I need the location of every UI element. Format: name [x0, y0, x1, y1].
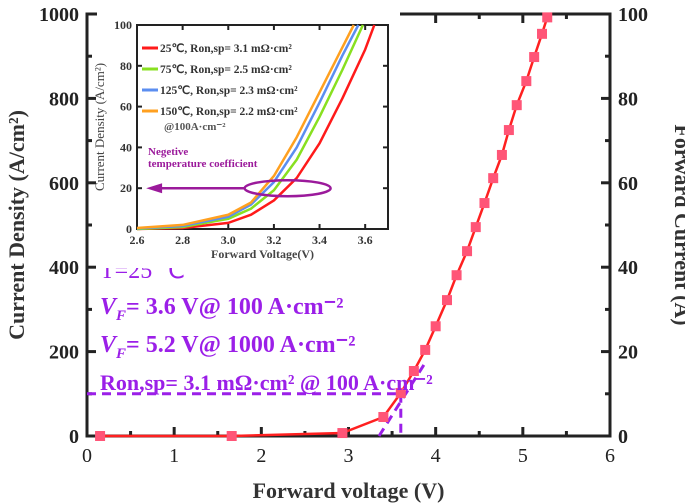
- inset-x-tick-label: 2.6: [130, 233, 145, 247]
- y2-tick-label: 20: [618, 342, 638, 364]
- data-point: [470, 222, 481, 233]
- inset-y-tick-label: 60: [120, 100, 132, 114]
- x-tick-label: 5: [518, 445, 528, 467]
- data-point: [537, 28, 548, 39]
- inset-chart: 2.6 2.8 3.0 3.2 3.4 3.6 0 20 40 60 80 100 Forward Vo…: [92, 10, 400, 268]
- data-point: [378, 412, 389, 423]
- inset-y-tick-label: 100: [114, 18, 132, 32]
- data-point: [462, 246, 473, 257]
- inset-annotation-line1: Negetive: [148, 146, 188, 158]
- data-point: [226, 431, 237, 441]
- inset-series-line: [136, 24, 360, 230]
- data-point: [503, 125, 514, 136]
- inset-x-tick-label: 3.0: [221, 233, 236, 247]
- data-point: [529, 52, 540, 63]
- x-tick-label: 0: [82, 445, 92, 467]
- y2-tick-label: 100: [618, 4, 648, 26]
- data-point: [479, 198, 490, 209]
- y-axis-label: Current Density (A/cm²): [4, 110, 29, 340]
- y-tick-label: 600: [49, 173, 79, 195]
- y2-tick-label: 80: [618, 88, 638, 110]
- inset-legend-label: 125℃, Ron,sp= 2.3 mΩ·cm²: [160, 84, 298, 97]
- inset-annotation-line2: temperature coefficient: [148, 158, 258, 170]
- inset-y-tick-label: 80: [120, 59, 132, 73]
- data-point: [521, 76, 532, 87]
- x-tick-label: 2: [256, 445, 266, 467]
- data-point: [95, 431, 106, 441]
- annotation-vf-1000: VF= 5.2 V@ 1000 A·cm⁻²: [100, 332, 355, 362]
- annotation-vf-100: VF= 3.6 V@ 100 A·cm⁻²: [100, 294, 343, 324]
- y2-tick-label: 0: [618, 426, 628, 448]
- y-tick-label: 800: [49, 88, 79, 110]
- y2-axis-label: Forward Current (A): [670, 124, 685, 325]
- y2-tick-label: 60: [618, 173, 638, 195]
- data-point: [337, 428, 348, 439]
- inset-arrow-head: [146, 183, 163, 194]
- inset-ellipse: [243, 178, 332, 198]
- y-tick-label: 0: [69, 426, 79, 448]
- inset-legend-label: 150℃, Ron,sp= 2.2 mΩ·cm²: [160, 105, 298, 118]
- y-tick-label: 400: [49, 257, 79, 279]
- inset-x-tick-label: 3.4: [312, 233, 327, 247]
- x-tick-label: 1: [169, 445, 179, 467]
- inset-y-tick-label: 20: [120, 181, 132, 195]
- inset-y-tick-label: 0: [126, 222, 132, 236]
- data-point: [395, 387, 406, 398]
- y-tick-label: 200: [49, 342, 79, 364]
- inset-x-axis-label: Forward Voltage(V): [211, 247, 314, 261]
- data-point: [408, 366, 419, 377]
- data-point: [488, 173, 499, 184]
- inset-y-axis-label: Current Density (A/cm²): [92, 63, 107, 191]
- y-tick-label: 1000: [39, 4, 79, 26]
- inset-x-tick-label: 3.2: [266, 233, 281, 247]
- data-point: [420, 344, 431, 355]
- inset-frame: [136, 24, 389, 230]
- inset-legend-note: @100A·cm⁻²: [164, 121, 226, 133]
- x-tick-label: 4: [431, 445, 441, 467]
- data-point: [441, 295, 452, 306]
- x-tick-label: 3: [344, 445, 354, 467]
- inset-x-tick-label: 2.8: [175, 233, 190, 247]
- data-point: [496, 149, 507, 160]
- data-point: [511, 100, 522, 111]
- data-point: [542, 12, 553, 23]
- inset-legend-label: 75℃, Ron,sp= 2.5 mΩ·cm²: [160, 63, 292, 76]
- inset-x-tick-label: 3.6: [358, 233, 373, 247]
- y2-tick-label: 40: [618, 257, 638, 279]
- data-point: [430, 321, 441, 332]
- annotation-ron: Ron,sp= 3.1 mΩ·cm² @ 100 A·cm⁻²: [100, 370, 433, 395]
- data-point: [451, 270, 462, 281]
- inset-series-line: [136, 24, 365, 231]
- inset-legend-label: 25℃, Ron,sp= 3.1 mΩ·cm²: [160, 42, 292, 55]
- inset-y-tick-label: 40: [120, 140, 132, 154]
- x-axis-label: Forward voltage (V): [253, 478, 445, 503]
- x-tick-label: 6: [605, 445, 615, 467]
- inset-series-line: [136, 24, 376, 231]
- inset-series-line: [136, 24, 355, 230]
